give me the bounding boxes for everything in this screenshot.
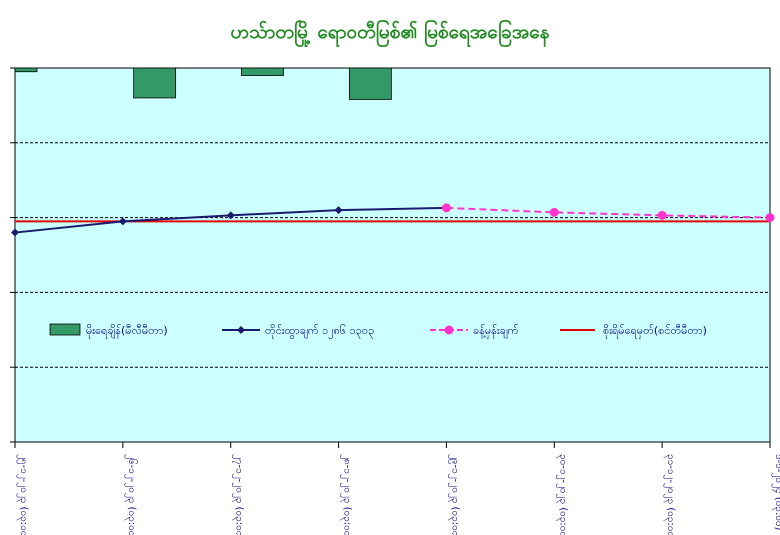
legend-item: မိုးရေချိန်(မီလီမီတာ)	[49, 323, 168, 339]
x-tick-label: ၂၉-၁၂-၂၀၂၃ (၀၃:၀၀)	[447, 454, 460, 535]
legend-label: တိုင်းထွာချက် ၁၂၈၆ ၁၃၀၃	[265, 324, 374, 339]
rainfall-bars	[14, 67, 392, 100]
grid-lines	[10, 67, 770, 443]
legend-item: တိုင်းထွာချက် ၁၂၈၆ ၁၃၀၃	[222, 324, 374, 339]
x-tick-label: ၃၀-၁၂-၂၀၂၃ (၀၃:၀၀)	[555, 454, 568, 535]
x-tick-label: ၂၇-၁၂-၂၀၂၃ (၀၃:၀၀)	[232, 454, 245, 535]
observed-marker	[334, 206, 343, 215]
x-tick-label: ၃၁-၁၂-၂၀၂၃ (၀၃:၀၀)	[663, 454, 676, 535]
rainfall-bar	[14, 67, 38, 73]
rainfall-bar	[348, 67, 392, 100]
observed-marker	[226, 211, 235, 220]
legend-label: မိုးရေချိန်(မီလီမီတာ)	[86, 324, 168, 339]
legend-label: စိုးရိမ်ရေမှတ်(စင်တီမီတာ)	[603, 324, 707, 339]
x-tick-label: ၂၈-၁၂-၂၀၂၃ (၀၃:၀၀)	[340, 454, 353, 535]
chart-title: ဟသ်ာတမြို့ ရောဝတီမြစ်၏ မြစ်ရေအခြေအနေ	[230, 21, 550, 43]
legend-item: ခန့်မှန်းချက်	[430, 324, 519, 339]
legend: မိုးရေချိန်(မီလီမီတာ) တိုင်းထွာချက် ၁၂၈၆ …	[49, 323, 707, 339]
x-tick-label: ၂၆-၁၂-၂၀၂၃ (၀၃:၀၀)	[124, 454, 139, 535]
legend-swatch	[49, 323, 81, 336]
legend-marker	[444, 325, 454, 335]
forecast-marker	[441, 203, 451, 213]
legend-marker	[237, 326, 245, 334]
observed-marker	[11, 228, 19, 237]
x-tick-label: ၁-၁-၂၀၂၄ (၀၃:၀၀)	[771, 454, 780, 530]
observed-level-series	[11, 206, 447, 237]
forecast-series	[441, 203, 775, 223]
legend-label: ခန့်မှန်းချက်	[473, 324, 519, 339]
forecast-marker	[549, 207, 559, 217]
observed-marker	[118, 217, 127, 226]
forecast-marker	[657, 210, 667, 220]
rainfall-bar	[241, 67, 284, 76]
legend-item: စိုးရိမ်ရေမှတ်(စင်တီမီတာ)	[560, 324, 707, 339]
rainfall-bar	[133, 67, 177, 99]
x-tick-label: ၂၅-၁၂-၂၀၂၃ (၀၃:၀၀)	[16, 454, 29, 535]
forecast-line	[446, 206, 771, 219]
plot-area	[14, 67, 771, 443]
forecast-marker	[765, 213, 775, 223]
x-axis: ၂၅-၁၂-၂၀၂၃ (၀၃:၀၀) ၂၆-၁၂-၂၀၂၃ (၀၃:၀၀) ၂၇-၁…	[14, 442, 780, 535]
